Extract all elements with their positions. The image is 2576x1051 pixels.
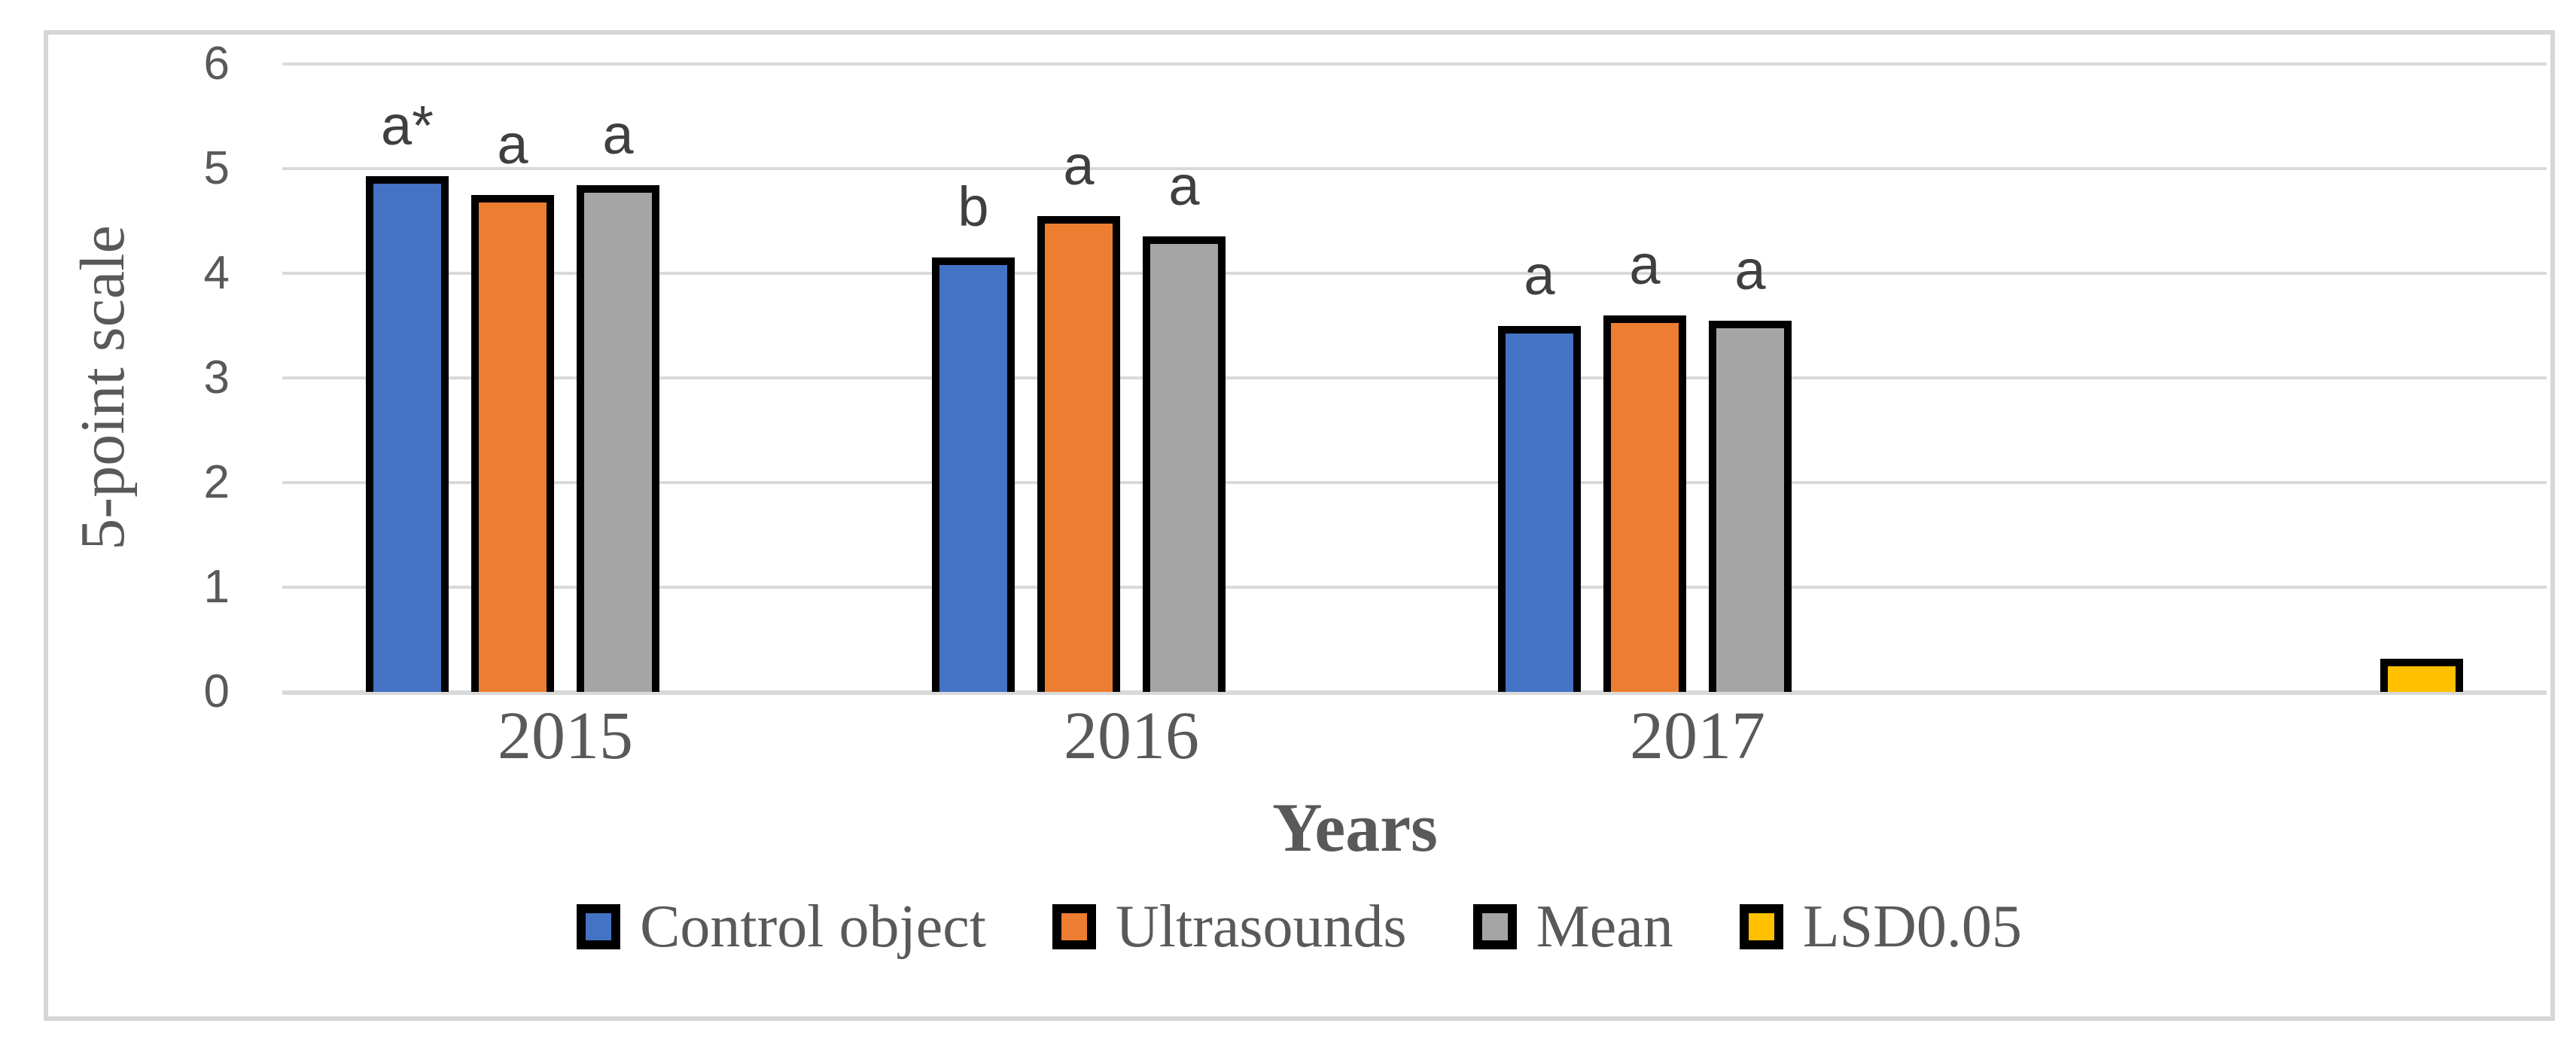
significance-label-ultrasounds-2016: a [1063, 133, 1095, 196]
legend-item-ultrasounds: Ultrasounds [1052, 894, 1407, 960]
gridline-3 [282, 376, 2547, 379]
y-tick-label-1: 1 [203, 561, 230, 613]
plot-area: Years 0 1 2 3 4 5 6 2015 2016 2017 a* b a a a a a a a [204, 41, 2547, 862]
bar-ultrasounds-2015 [471, 194, 554, 692]
bar-ultrasounds-2016 [1037, 215, 1120, 692]
legend-label-mean: Mean [1536, 894, 1673, 960]
gridline-0 [282, 690, 2547, 695]
gridline-1 [282, 586, 2547, 589]
legend-swatch-mean [1472, 904, 1517, 949]
bar-ultrasounds-2017 [1603, 315, 1686, 692]
chart-frame: 5-point scale Years 0 1 2 3 4 5 6 2015 2016 2017 a… [44, 30, 2555, 1021]
legend-item-control-object: Control object [577, 894, 986, 960]
legend: Control object Ultrasounds Mean LSD0.05 [48, 894, 2550, 960]
gridline-2 [282, 481, 2547, 484]
x-tick-label-2016: 2016 [1064, 699, 1199, 773]
bar-mean-2015 [577, 185, 659, 692]
legend-label-control-object: Control object [640, 894, 986, 960]
y-tick-label-6: 6 [203, 38, 230, 90]
y-tick-label-2: 2 [203, 456, 230, 508]
legend-item-lsd0-05: LSD0.05 [1739, 894, 2022, 960]
x-tick-label-2017: 2017 [1630, 699, 1765, 773]
significance-label-mean-2017: a [1734, 238, 1766, 301]
legend-swatch-lsd0-05 [1739, 904, 1783, 949]
y-tick-label-4: 4 [203, 247, 230, 299]
significance-label-control-object-2016: b [958, 175, 989, 239]
gridline-5 [282, 167, 2547, 170]
bar-mean-2016 [1143, 236, 1226, 692]
legend-item-mean: Mean [1472, 894, 1673, 960]
gridline-6 [282, 62, 2547, 65]
significance-label-mean-2016: a [1168, 154, 1200, 218]
significance-label-mean-2015: a [602, 103, 634, 166]
legend-swatch-ultrasounds [1052, 904, 1096, 949]
significance-label-ultrasounds-2015: a [497, 112, 528, 175]
y-tick-label-5: 5 [203, 142, 230, 194]
y-tick-label-0: 0 [203, 666, 230, 717]
x-axis-title: Years [1272, 789, 1438, 866]
bar-lsd0-05-extra [2380, 658, 2463, 692]
gridline-4 [282, 272, 2547, 275]
legend-swatch-control-object [577, 904, 621, 949]
y-tick-label-3: 3 [203, 352, 230, 404]
x-tick-label-2015: 2015 [498, 699, 633, 773]
legend-label-lsd0-05: LSD0.05 [1802, 894, 2022, 960]
bar-mean-2017 [1709, 320, 1792, 692]
legend-label-ultrasounds: Ultrasounds [1115, 894, 1407, 960]
bar-control-object-2015 [366, 175, 449, 692]
significance-label-control-object-2017: a [1524, 243, 1555, 306]
significance-label-ultrasounds-2017: a [1629, 233, 1661, 296]
bar-control-object-2016 [932, 257, 1015, 692]
bar-control-object-2017 [1498, 325, 1581, 692]
significance-label-control-object-2015: a* [381, 93, 434, 157]
